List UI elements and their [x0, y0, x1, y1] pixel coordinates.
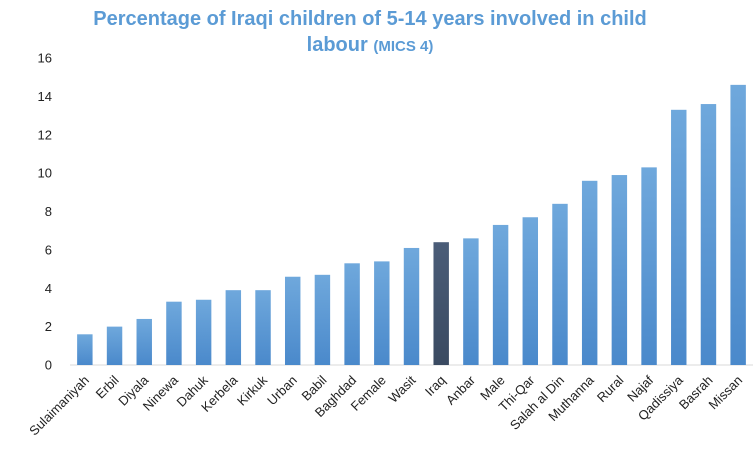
x-tick-label: Kirkuk [234, 372, 270, 408]
bar-anbar [463, 238, 479, 365]
y-tick-label: 2 [45, 319, 52, 334]
x-tick-label: Sulaimaniyah [26, 373, 92, 439]
bars-group [77, 84, 746, 366]
bar-kirkuk [255, 290, 271, 365]
bar-missan [730, 84, 746, 366]
bar-qadissiya [671, 109, 687, 366]
bar-male [492, 224, 509, 365]
bar-rural [611, 175, 628, 365]
bar-urban [284, 276, 301, 365]
bar-sulaimaniyah [77, 334, 93, 365]
y-tick-label: 8 [45, 204, 52, 219]
bar-wasit [403, 247, 420, 365]
bar-kerbela [225, 290, 242, 365]
x-tick-label: Urban [264, 373, 300, 409]
y-tick-label: 12 [38, 127, 52, 142]
y-tick-label: 10 [38, 166, 52, 181]
bar-basrah [700, 104, 717, 366]
y-axis-ticks: 0 2 4 6 8 10 12 14 16 [38, 51, 52, 373]
chart-title-text: Percentage of Iraqi children of 5-14 yea… [93, 8, 647, 56]
chart-title-suffix: (MICS 4) [373, 38, 434, 55]
bar-muthanna [581, 180, 598, 365]
x-tick-label: Wasit [385, 372, 419, 406]
bar-babil [314, 274, 331, 365]
y-tick-label: 4 [45, 281, 52, 296]
x-axis-labels: Sulaimaniyah ErbilDiyalaNinewaDahukKerbel… [26, 372, 745, 438]
y-tick-label: 0 [45, 358, 52, 373]
bar-salah-al-din [552, 203, 568, 365]
y-tick-label: 16 [38, 51, 52, 66]
bar-ninewa [166, 301, 182, 365]
bar-erbil [106, 326, 123, 365]
bar-baghdad [344, 263, 360, 365]
y-tick-label: 14 [38, 89, 52, 104]
x-tick-label: Anbar [443, 372, 479, 408]
bar-najaf [641, 167, 657, 365]
y-tick-label: 6 [45, 242, 52, 257]
bar-female [374, 261, 390, 365]
bar-iraq [433, 242, 449, 365]
bar-thi-qar [522, 217, 539, 365]
chart-title: Percentage of Iraqi children of 5-14 yea… [60, 6, 680, 60]
bar-diyala [136, 318, 152, 365]
x-tick-label: Missan [706, 373, 746, 413]
x-tick-label: Rural [594, 372, 627, 405]
bar-dahuk [195, 299, 212, 365]
